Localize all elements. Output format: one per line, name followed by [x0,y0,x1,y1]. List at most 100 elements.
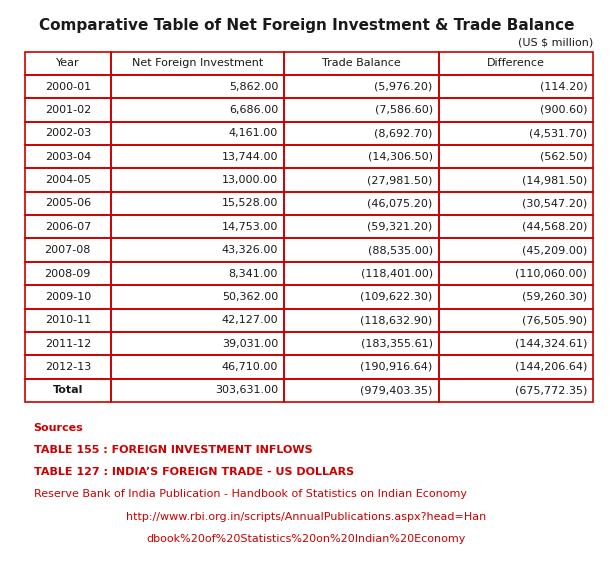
Text: 13,000.00: 13,000.00 [222,175,278,185]
Text: (675,772.35): (675,772.35) [515,386,587,396]
Bar [25,215,111,239]
Bar [111,285,284,309]
Bar [25,355,111,379]
Bar [439,239,593,262]
Bar [25,285,111,309]
Text: Comparative Table of Net Foreign Investment & Trade Balance: Comparative Table of Net Foreign Investm… [39,18,574,33]
Text: (118,401.00): (118,401.00) [360,268,433,278]
Text: http://www.rbi.org.in/scripts/AnnualPublications.aspx?head=Han: http://www.rbi.org.in/scripts/AnnualPubl… [126,512,487,522]
Bar [25,262,111,285]
Bar [439,122,593,145]
Bar [284,262,439,285]
Bar [439,168,593,192]
Bar [25,122,111,145]
Text: 2012-13: 2012-13 [45,362,91,372]
Text: (4,531.70): (4,531.70) [529,128,587,138]
Bar [25,145,111,168]
Bar [284,379,439,402]
Bar [25,192,111,215]
Text: (30,547.20): (30,547.20) [522,199,587,209]
Text: 2003-04: 2003-04 [45,152,91,162]
Bar [111,168,284,192]
Bar [25,239,111,262]
Bar [111,239,284,262]
Text: (900.60): (900.60) [540,105,587,115]
Bar [439,145,593,168]
Text: 14,753.00: 14,753.00 [222,222,278,232]
Text: 6,686.00: 6,686.00 [229,105,278,115]
Bar [111,122,284,145]
Bar [25,332,111,355]
Bar [284,309,439,332]
Text: Net Foreign Investment: Net Foreign Investment [132,58,263,68]
Text: Total: Total [53,386,83,396]
Bar [284,192,439,215]
Bar [439,285,593,309]
Bar [439,52,593,75]
Text: (118,632.90): (118,632.90) [360,315,433,325]
Text: 2010-11: 2010-11 [45,315,91,325]
Text: (US $ million): (US $ million) [518,38,593,47]
Bar [439,215,593,239]
Bar [111,379,284,402]
Bar [25,379,111,402]
Text: 43,326.00: 43,326.00 [222,245,278,255]
Text: (190,916.64): (190,916.64) [360,362,433,372]
Bar [439,355,593,379]
Text: (562.50): (562.50) [540,152,587,162]
Bar [25,52,111,75]
Bar [439,309,593,332]
Bar [284,145,439,168]
Bar [111,75,284,98]
Text: (7,586.60): (7,586.60) [375,105,433,115]
Bar [284,332,439,355]
Text: TABLE 155 : FOREIGN INVESTMENT INFLOWS: TABLE 155 : FOREIGN INVESTMENT INFLOWS [34,445,313,455]
Text: (979,403.35): (979,403.35) [360,386,433,396]
Bar [111,215,284,239]
Text: (8,692.70): (8,692.70) [375,128,433,138]
Text: (76,505.90): (76,505.90) [522,315,587,325]
Bar [111,332,284,355]
Text: 2011-12: 2011-12 [45,339,91,349]
Bar [284,168,439,192]
Bar [439,192,593,215]
Bar [284,75,439,98]
Text: (109,622.30): (109,622.30) [360,292,433,302]
Bar [111,52,284,75]
Text: (88,535.00): (88,535.00) [368,245,433,255]
Text: Difference: Difference [487,58,545,68]
Bar [284,285,439,309]
Text: (14,306.50): (14,306.50) [368,152,433,162]
Text: (59,321.20): (59,321.20) [367,222,433,232]
Bar [111,355,284,379]
Text: (144,206.64): (144,206.64) [515,362,587,372]
Text: Trade Balance: Trade Balance [322,58,401,68]
Text: dbook%20of%20Statistics%20on%20Indian%20Economy: dbook%20of%20Statistics%20on%20Indian%20… [147,534,466,544]
Bar [284,122,439,145]
Bar [284,215,439,239]
Text: Sources: Sources [34,423,83,432]
Bar [111,309,284,332]
Bar [284,98,439,122]
Text: (144,324.61): (144,324.61) [515,339,587,349]
Text: 5,862.00: 5,862.00 [229,81,278,91]
Text: 2000-01: 2000-01 [45,81,91,91]
Text: 39,031.00: 39,031.00 [222,339,278,349]
Bar [439,379,593,402]
Text: 15,528.00: 15,528.00 [222,199,278,209]
Bar [25,309,111,332]
Text: (5,976.20): (5,976.20) [375,81,433,91]
Bar [439,332,593,355]
Bar [25,168,111,192]
Text: 2002-03: 2002-03 [45,128,91,138]
Text: 50,362.00: 50,362.00 [222,292,278,302]
Bar [111,98,284,122]
Text: Year: Year [56,58,80,68]
Text: 2001-02: 2001-02 [45,105,91,115]
Bar [439,98,593,122]
Text: 2004-05: 2004-05 [45,175,91,185]
Bar [284,52,439,75]
Text: (46,075.20): (46,075.20) [367,199,433,209]
Text: 2008-09: 2008-09 [45,268,91,278]
Bar [25,98,111,122]
